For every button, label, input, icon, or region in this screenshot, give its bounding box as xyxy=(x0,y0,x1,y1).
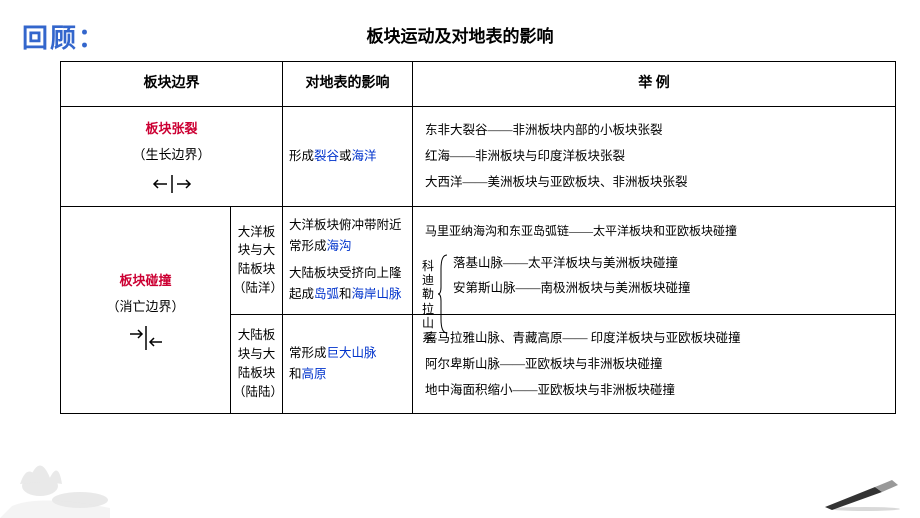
keyword: 高原 xyxy=(302,367,327,381)
examples-divergent: 东非大裂谷——非洲板块内部的小板块张裂 红海——非洲板块与印度洋板块张裂 大西洋… xyxy=(413,106,896,206)
boundary-sub-label: （消亡边界） xyxy=(69,294,222,320)
boundary-convergent: 板块碰撞 （消亡边界） xyxy=(61,206,231,414)
convergent-arrow-icon xyxy=(126,324,166,352)
example-line: 红海——非洲板块与印度洋板块张裂 xyxy=(425,143,883,169)
text: 和 xyxy=(339,287,352,301)
boundary-red-label: 板块张裂 xyxy=(145,121,197,136)
th-effect: 对地表的影响 xyxy=(283,62,413,107)
table-row: 板块碰撞 （消亡边界） 大洋板块与大陆板块（陆洋） 大洋板块俯冲带附近常形成海沟… xyxy=(61,206,896,314)
plate-table: 板块边界 对地表的影响 举 例 板块张裂 （生长边界） 形成裂谷或海洋 xyxy=(60,61,896,414)
example-line: 安第斯山脉——南极洲板块与美洲板块碰撞 xyxy=(453,276,883,301)
brace-block: 科迪勒拉山系 落基山脉——太平洋板块与美洲板块碰撞 安第斯山脉——南极洲板块与美… xyxy=(425,251,883,301)
th-boundary: 板块边界 xyxy=(61,62,283,107)
effect-ocean-continent: 大洋板块俯冲带附近常形成海沟 大陆板块受挤向上隆起成岛弧和海岸山脉 xyxy=(283,206,413,314)
effect-continent-continent: 常形成巨大山脉和高原 xyxy=(283,314,413,414)
example-line: 东非大裂谷——非洲板块内部的小板块张裂 xyxy=(425,117,883,143)
brace-label: 科迪勒拉山系 xyxy=(421,259,435,345)
keyword: 海沟 xyxy=(327,239,352,253)
lotus-decoration-icon xyxy=(0,398,140,518)
example-line: 地中海面积缩小——亚欧板块与非洲板块碰撞 xyxy=(425,377,883,403)
example-line: 大西洋——美洲板块与亚欧板块、非洲板块张裂 xyxy=(425,169,883,195)
boundary-red-label: 板块碰撞 xyxy=(119,273,171,288)
review-label: 回顾： xyxy=(22,18,106,55)
text: 和 xyxy=(289,367,302,381)
examples-continent-continent: 喜马拉雅山脉、青藏高原—— 印度洋板块与亚欧板块碰撞 阿尔卑斯山脉——亚欧板块与… xyxy=(413,314,896,414)
examples-ocean-continent: 马里亚纳海沟和东亚岛弧链——太平洋板块和亚欧板块碰撞 科迪勒拉山系 落基山脉——… xyxy=(413,206,896,314)
example-line: 马里亚纳海沟和东亚岛弧链——太平洋板块和亚欧板块碰撞 xyxy=(425,219,883,244)
example-line: 落基山脉——太平洋板块与美洲板块碰撞 xyxy=(453,251,883,276)
table-row: 板块张裂 （生长边界） 形成裂谷或海洋 东非大裂谷——非洲板块内部的小板块张裂 … xyxy=(61,106,896,206)
keyword: 裂谷 xyxy=(314,149,339,163)
keyword: 岛弧 xyxy=(314,287,339,301)
page-title: 板块运动及对地表的影响 xyxy=(0,0,920,61)
pen-decoration-icon xyxy=(820,472,910,512)
text: 常形成 xyxy=(289,346,327,360)
boundary-divergent: 板块张裂 （生长边界） xyxy=(61,106,283,206)
example-line: 阿尔卑斯山脉——亚欧板块与非洲板块碰撞 xyxy=(425,351,883,377)
keyword: 巨大山脉 xyxy=(327,346,377,360)
example-line: 喜马拉雅山脉、青藏高原—— 印度洋板块与亚欧板块碰撞 xyxy=(425,325,883,351)
sub-ocean-continent: 大洋板块与大陆板块（陆洋） xyxy=(231,206,283,314)
keyword: 海洋 xyxy=(352,149,377,163)
text: 形成 xyxy=(289,149,314,163)
keyword: 海岸山脉 xyxy=(352,287,402,301)
effect-divergent: 形成裂谷或海洋 xyxy=(283,106,413,206)
sub-continent-continent: 大陆板块与大陆板块（陆陆） xyxy=(231,314,283,414)
text: 或 xyxy=(339,149,352,163)
boundary-sub-label: （生长边界） xyxy=(69,142,274,168)
brace-icon xyxy=(437,253,451,335)
main-table-wrap: 板块边界 对地表的影响 举 例 板块张裂 （生长边界） 形成裂谷或海洋 xyxy=(60,61,896,414)
divergent-arrow-icon xyxy=(152,172,192,196)
th-example: 举 例 xyxy=(413,62,896,107)
